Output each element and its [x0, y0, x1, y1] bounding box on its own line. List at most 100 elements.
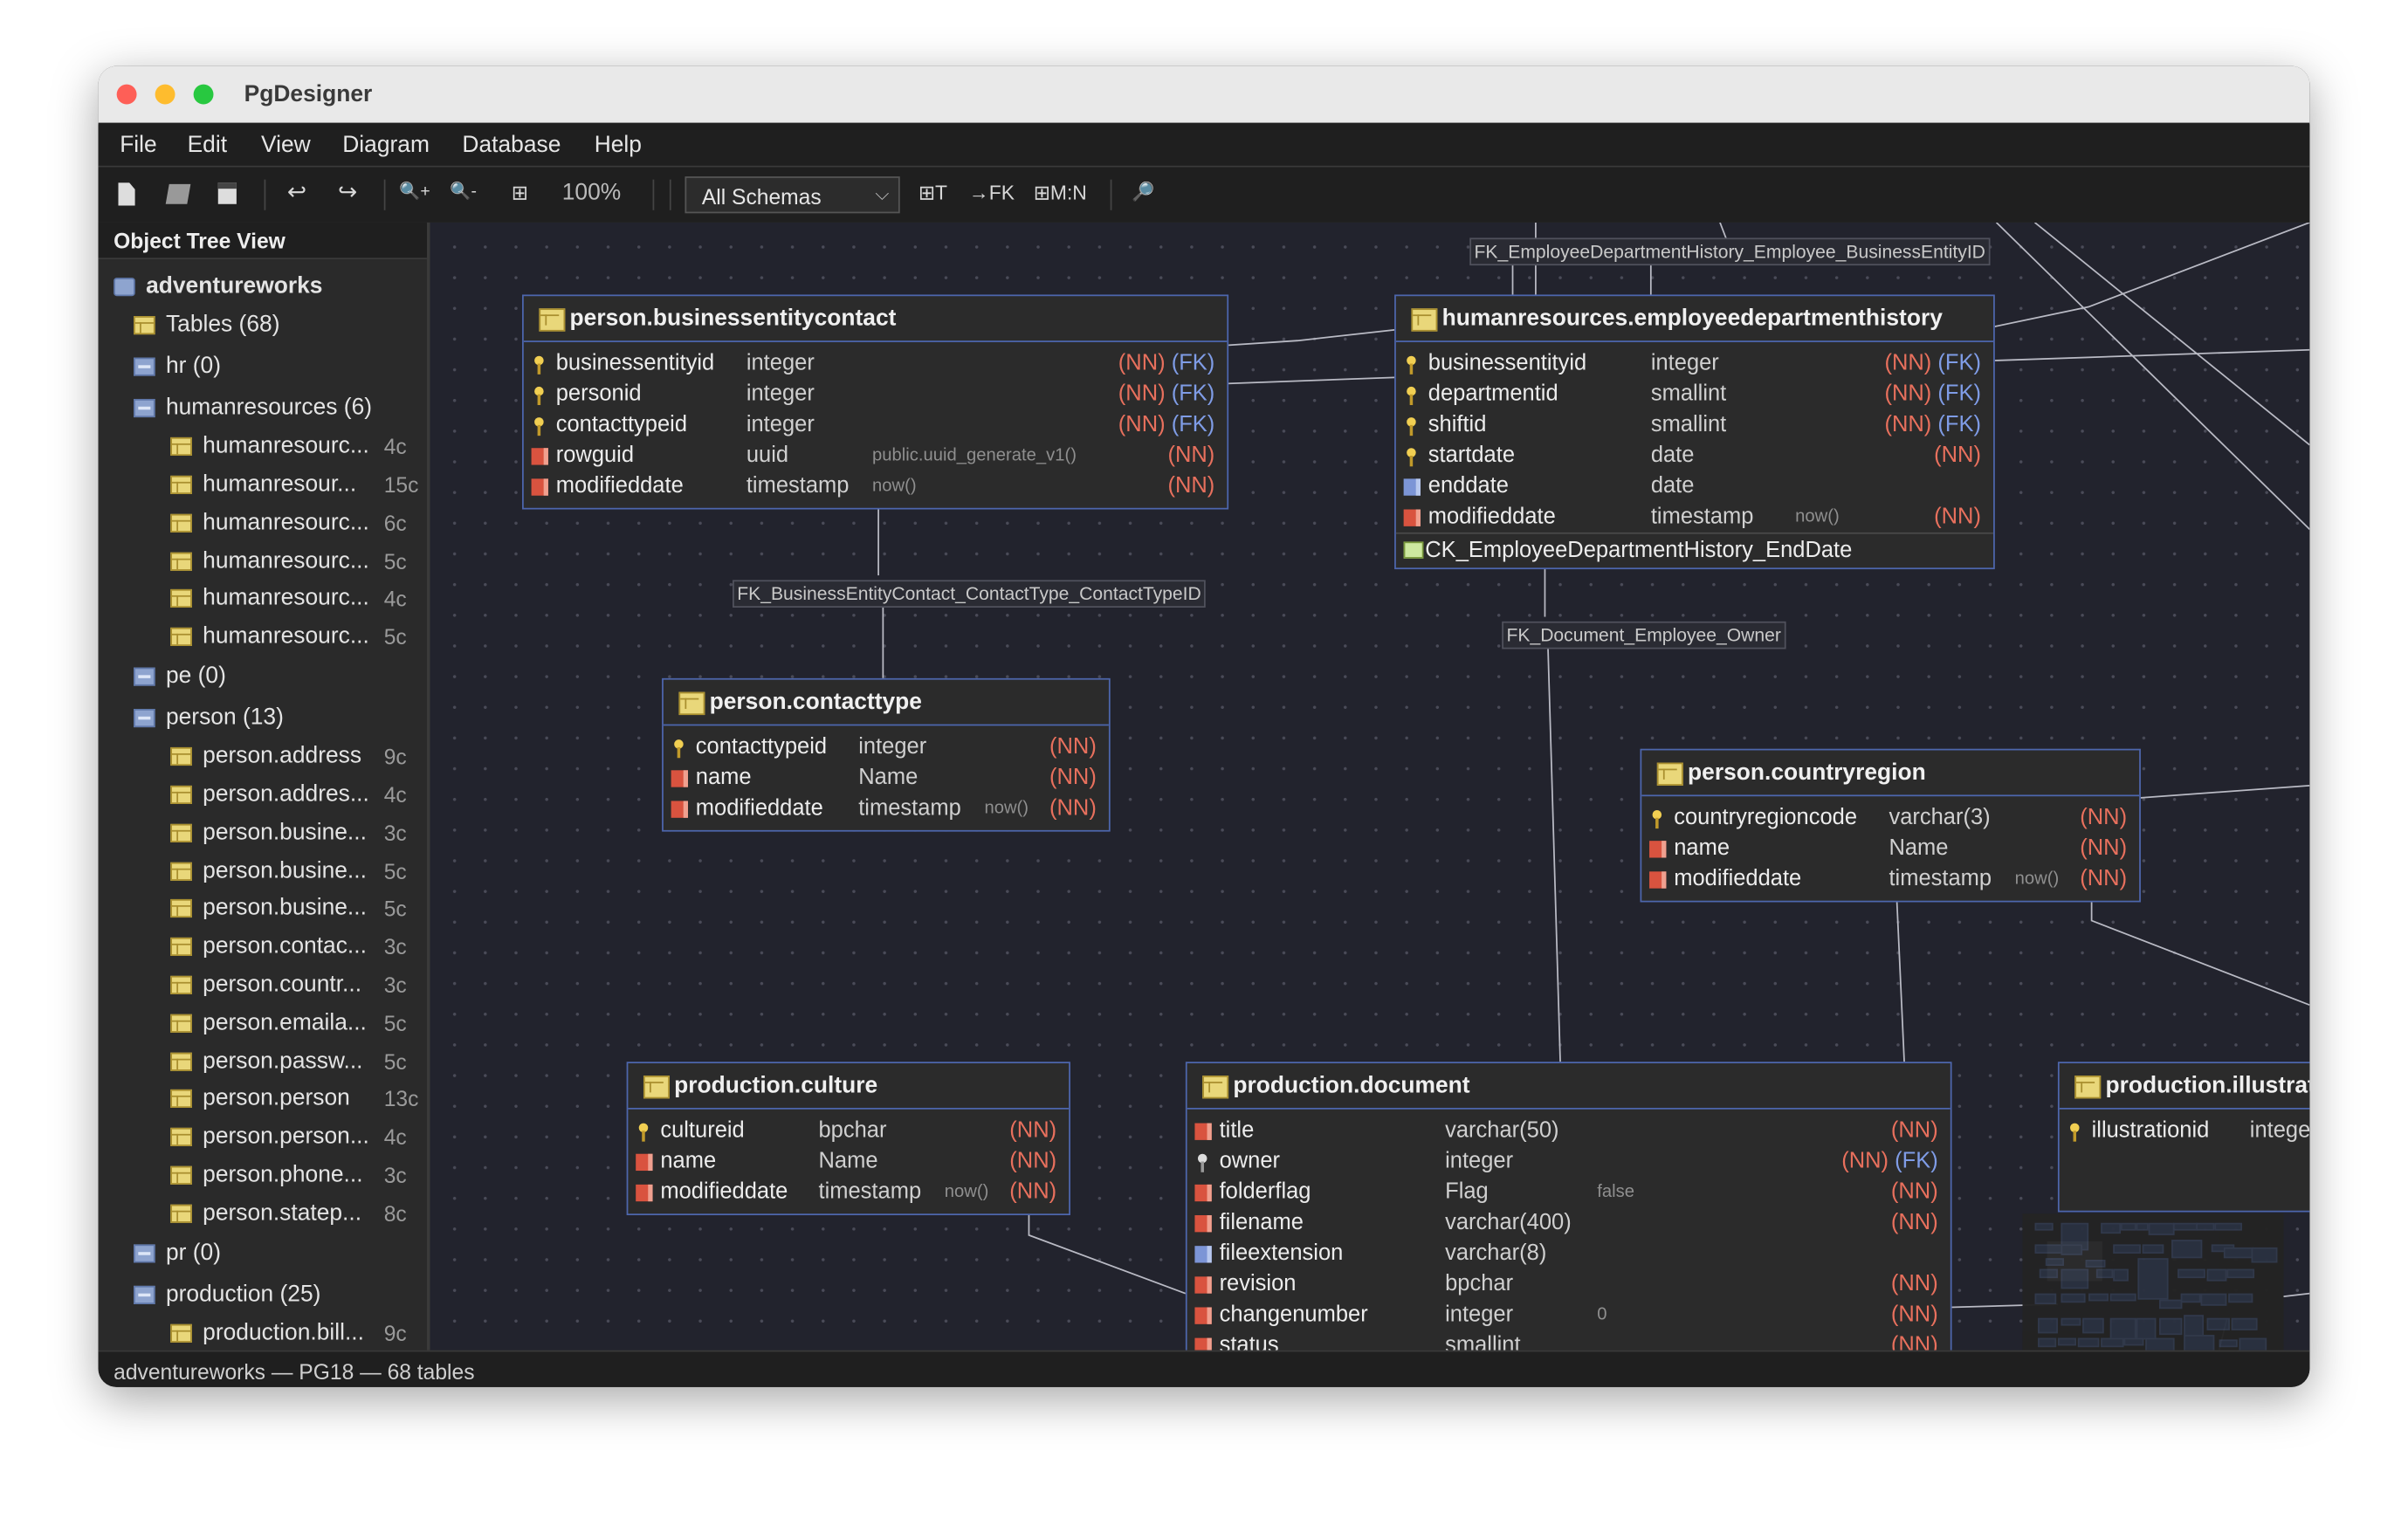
table-header[interactable]: humanresources.employeedepartmenthistory — [1395, 296, 1994, 342]
column-row[interactable]: rowguid uuid public.uuid_generate_v1() (NN) — [524, 440, 1228, 471]
tree-item[interactable]: person.busine... 5c — [99, 855, 427, 891]
tree-item[interactable]: person.address 9c — [99, 739, 427, 776]
menu-database[interactable]: Database — [462, 132, 561, 159]
tree-item[interactable]: pe (0) — [99, 660, 427, 697]
menu-file[interactable]: File — [120, 132, 157, 159]
table-production-culture[interactable]: production.culture cultureid bpchar (NN) nam… — [626, 1062, 1070, 1216]
menu-diagram[interactable]: Diagram — [342, 132, 430, 159]
column-row[interactable]: modifieddate timestamp now() (NN) — [628, 1177, 1069, 1207]
table-header[interactable]: person.businessentitycontact — [523, 296, 1228, 342]
column-row[interactable]: name Name (NN) — [628, 1146, 1069, 1177]
tree-item[interactable]: person.person 13c — [99, 1082, 427, 1118]
relationship-line[interactable] — [1995, 222, 2310, 530]
search-icon[interactable]: 🔎 — [1132, 181, 1155, 203]
column-row[interactable]: departmentid smallint (NN) (FK) — [1396, 379, 1993, 409]
schema-select[interactable]: All Schemas ⌵ — [685, 176, 900, 214]
column-row[interactable]: countryregioncode varchar(3) (NN) — [1641, 802, 2139, 833]
table-header[interactable]: production.culture — [628, 1063, 1070, 1110]
relationship-line[interactable] — [2283, 1292, 2310, 1298]
add-fk-button[interactable]: →FK — [968, 181, 1015, 204]
column-row[interactable]: revision bpchar (NN) — [1187, 1269, 1950, 1300]
relationship-line[interactable] — [1227, 329, 1395, 347]
column-row[interactable]: enddate date — [1396, 471, 1993, 502]
fk-label[interactable]: FK_EmployeeDepartmentHistory_Employee_Bu… — [1469, 237, 1991, 266]
column-row[interactable]: fileextension varchar(8) — [1187, 1238, 1950, 1268]
menu-edit[interactable]: Edit — [187, 132, 228, 159]
add-mn-button[interactable]: ⊞M:N — [1033, 181, 1087, 204]
tree-item[interactable]: Tables (68) — [99, 308, 427, 345]
column-row[interactable]: startdate date (NN) — [1396, 440, 1993, 471]
fit-view-icon[interactable]: ⊞ — [511, 181, 528, 204]
tree-item[interactable]: person.busine... 3c — [99, 816, 427, 853]
column-row[interactable]: modifieddate timestamp now() (NN) — [1641, 864, 2139, 895]
tree-item[interactable]: person.countr... 3c — [99, 968, 427, 1005]
tree-item[interactable]: person (13) — [99, 701, 427, 738]
tree-item[interactable]: person.statep... 8c — [99, 1197, 427, 1234]
minimize-button[interactable] — [155, 84, 175, 105]
zoom-out-icon[interactable]: 🔍- — [450, 182, 477, 202]
column-row[interactable]: businessentityid integer (NN) (FK) — [1396, 348, 1993, 379]
minimap-viewport[interactable] — [2047, 1241, 2102, 1282]
column-row[interactable]: personid integer (NN) (FK) — [524, 379, 1228, 409]
column-row[interactable]: name Name (NN) — [664, 763, 1109, 794]
minimap[interactable] — [2022, 1213, 2284, 1351]
tree-item[interactable]: hr (0) — [99, 350, 427, 387]
tree-item[interactable]: person.phone... 3c — [99, 1158, 427, 1195]
tree-item[interactable]: person.person... 4c — [99, 1120, 427, 1157]
column-row[interactable]: filename varchar(400) (NN) — [1187, 1207, 1950, 1238]
add-table-button[interactable]: ⊞T — [918, 181, 947, 204]
column-row[interactable]: modifieddate timestamp now() (NN) — [1396, 502, 1993, 533]
table-production-document[interactable]: production.document title varchar(50) (NN) o… — [1185, 1062, 1952, 1351]
relationship-line[interactable] — [1028, 1208, 1187, 1295]
tree-item[interactable]: person.addres... 4c — [99, 778, 427, 814]
tree-item[interactable]: person.passw... 5c — [99, 1045, 427, 1082]
menu-help[interactable]: Help — [594, 132, 642, 159]
table-header[interactable]: production.document — [1187, 1063, 1950, 1110]
table-person-businessentitycontact[interactable]: person.businessentitycontact businessenti… — [522, 294, 1229, 510]
open-folder-icon[interactable] — [165, 183, 191, 204]
table-person-countryregion[interactable]: person.countryregion countryregioncode var… — [1640, 748, 2141, 903]
tree-item[interactable]: pr (0) — [99, 1237, 427, 1274]
table-production-illustration[interactable]: production.illustration illustrationid int… — [2057, 1062, 2310, 1213]
redo-icon[interactable]: ↪ — [337, 179, 358, 206]
new-file-icon[interactable] — [118, 182, 135, 206]
maximize-button[interactable] — [193, 84, 214, 105]
column-row[interactable]: name Name (NN) — [1641, 833, 2139, 863]
table-person-contacttype[interactable]: person.contacttype contacttypeid integer (N… — [662, 677, 1111, 832]
column-row[interactable]: status smallint (NN) — [1187, 1330, 1950, 1351]
check-constraint-row[interactable]: CK_EmployeeDepartmentHistory_EndDate — [1395, 532, 1994, 567]
tree-item[interactable]: adventureworks — [99, 270, 427, 306]
tree-item[interactable]: humanresourc... 6c — [99, 506, 427, 543]
tree-item[interactable]: humanresourc... 5c — [99, 545, 427, 581]
relationship-line[interactable] — [1547, 647, 1561, 1062]
relationship-line[interactable] — [1992, 222, 2310, 328]
column-row[interactable]: businessentityid integer (NN) (FK) — [524, 348, 1228, 379]
undo-icon[interactable]: ↩ — [286, 179, 307, 206]
relationship-line[interactable] — [2139, 785, 2310, 799]
table-header[interactable]: person.contacttype — [663, 680, 1109, 726]
table-header[interactable]: production.illustration — [2059, 1063, 2310, 1110]
column-row[interactable]: title varchar(50) (NN) — [1187, 1116, 1950, 1146]
close-button[interactable] — [116, 84, 137, 105]
relationship-line[interactable] — [1895, 894, 1905, 1062]
table-header[interactable]: person.countryregion — [1641, 750, 2140, 797]
tree-item[interactable]: humanresourc... 4c — [99, 430, 427, 466]
column-row[interactable]: cultureid bpchar (NN) — [628, 1116, 1069, 1146]
column-row[interactable]: folderflag Flag false (NN) — [1187, 1177, 1950, 1207]
column-row[interactable]: contacttypeid integer (NN) — [664, 732, 1109, 762]
table-humanresources-employeedepartmenthistory[interactable]: humanresources.employeedepartmenthistory… — [1394, 294, 1995, 570]
relationship-line[interactable] — [2090, 894, 2310, 1007]
column-row[interactable]: owner integer (NN) (FK) — [1187, 1146, 1950, 1177]
fk-label[interactable]: FK_BusinessEntityContact_ContactType_Con… — [732, 580, 1207, 608]
tree-item[interactable]: production.bill... 9c — [99, 1316, 427, 1351]
tree-item[interactable]: humanresour... 15c — [99, 468, 427, 505]
zoom-in-icon[interactable]: 🔍+ — [399, 182, 430, 202]
tree-item[interactable]: humanresources (6) — [99, 391, 427, 428]
fk-label[interactable]: FK_Document_Employee_Owner — [1502, 621, 1786, 650]
tree-item[interactable]: humanresourc... 4c — [99, 581, 427, 618]
tree-item[interactable]: humanresourc... 5c — [99, 620, 427, 656]
tree-item[interactable]: person.contac... 3c — [99, 930, 427, 966]
column-row[interactable]: changenumber integer 0 (NN) — [1187, 1300, 1950, 1330]
relationship-line[interactable] — [1227, 376, 1395, 385]
tree-item[interactable]: person.busine... 5c — [99, 891, 427, 928]
